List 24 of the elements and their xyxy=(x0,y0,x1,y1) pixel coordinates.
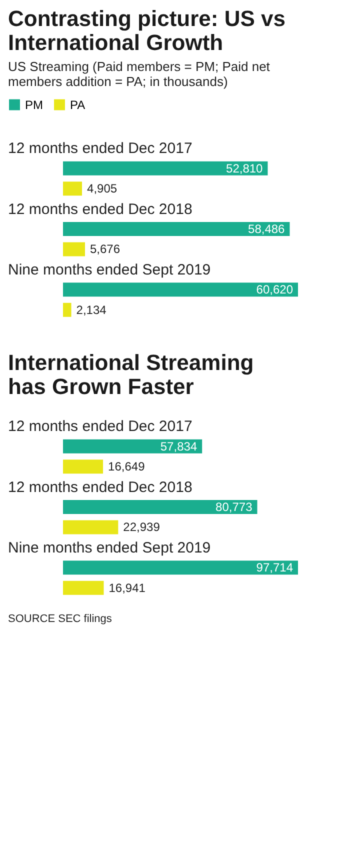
y-tick-label: Nine months ended Sept 2019 xyxy=(8,261,211,278)
y-tick-label: 12 months ended Dec 2018 xyxy=(8,200,192,218)
data-label: 60,620 xyxy=(256,282,294,297)
data-label: 16,649 xyxy=(108,460,146,474)
y-tick-label: Nine months ended Sept 2019 xyxy=(8,539,211,556)
data-label: 22,939 xyxy=(123,520,160,534)
data-label: 97,714 xyxy=(256,560,294,575)
data-label: 58,486 xyxy=(248,222,286,236)
legend-label: PM xyxy=(25,98,44,112)
data-label: 2,134 xyxy=(76,302,107,317)
chart-title: Contrasting picture: US vs International Growth xyxy=(8,6,286,55)
y-tick-label: 12 months ended Dec 2017 xyxy=(8,418,192,436)
legend-label: PA xyxy=(70,98,86,112)
data-label: 52,810 xyxy=(226,161,264,176)
source-note: SOURCE SEC filings xyxy=(8,613,112,625)
y-tick-label: 12 months ended Dec 2018 xyxy=(8,478,192,496)
data-label: 5,676 xyxy=(90,242,120,256)
chart-title: International Streaming has Grown Faster xyxy=(8,350,254,399)
chart-subtitle: US Streaming (Paid members = PM; Paid net members addition = PA; in thousands) xyxy=(8,59,270,89)
data-label: 80,773 xyxy=(216,500,253,514)
data-label: 57,834 xyxy=(160,439,198,454)
data-label: 4,905 xyxy=(87,182,118,196)
y-tick-label: 12 months ended Dec 2017 xyxy=(8,140,192,158)
data-label: 16,941 xyxy=(108,580,146,595)
